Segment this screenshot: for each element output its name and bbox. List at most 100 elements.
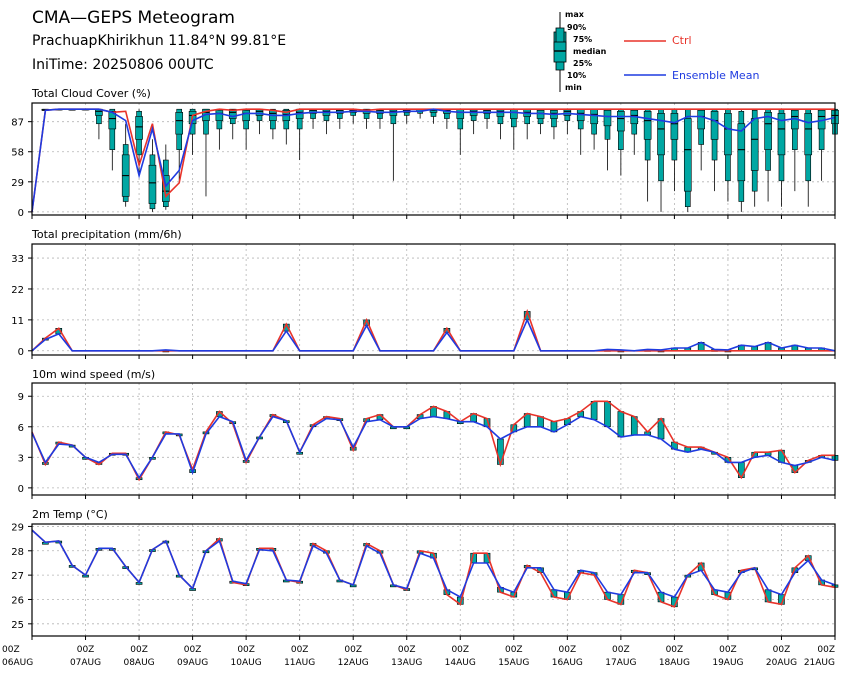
box-p25-p75: [710, 110, 719, 140]
y-tick-label: 58: [11, 148, 24, 159]
box-p25-p75: [162, 175, 170, 202]
x-axis-labels: 00Z 06AUG 00Z 07AUG 00Z 08AUG 00Z 09AUG 00Z 10AUG…: [2, 645, 835, 668]
panel-title: Total Cloud Cover (%): [31, 87, 151, 100]
x-tick-label: 17AUG: [605, 658, 636, 668]
panel-title: Total precipitation (mm/6h): [31, 228, 182, 241]
x-tick-label: 00Z: [505, 645, 523, 655]
y-tick-label: 0: [18, 484, 24, 495]
x-tick-label: 13AUG: [391, 658, 422, 668]
panel-frame: [31, 523, 836, 637]
legend-p10-label: 10%: [567, 71, 587, 80]
box-p25-p75: [804, 113, 813, 156]
panel-frame: [31, 102, 836, 216]
x-tick-label: 00Z: [344, 645, 362, 655]
panel-2: 10m wind speed (m/s) 0 3 6 9: [18, 368, 839, 499]
init-time-label: IniTime: 20250806 00UTC: [32, 57, 214, 73]
box-p25-p75: [135, 116, 143, 140]
line-legend-swatches: [624, 40, 666, 76]
box-spread: [590, 401, 598, 420]
x-tick-label: 00Z: [612, 645, 630, 655]
x-tick-label: 18AUG: [659, 658, 690, 668]
y-tick-label: 0: [18, 208, 24, 219]
meteogram-header: CMA—GEPS Meteogram PrachuapKhirikhun 11.…: [0, 0, 860, 100]
box-p25-p75: [242, 109, 250, 121]
y-tick-label: 27: [11, 571, 24, 582]
box-p25-p75: [456, 108, 465, 119]
x-tick-label: 09AUG: [177, 658, 208, 668]
y-tick-label: 87: [11, 118, 24, 129]
box-p25-p75: [603, 109, 612, 127]
panel-title: 2m Temp (°C): [32, 508, 108, 521]
y-tick-label: 6: [18, 423, 24, 434]
box-p25-p75: [724, 113, 732, 156]
box-p25-p75: [683, 118, 692, 192]
legend-min-label: min: [565, 83, 582, 92]
y-tick-label: 29: [11, 178, 24, 189]
panel-frame: [31, 382, 836, 496]
box-p25-p75: [617, 110, 625, 132]
box-p25-p75: [750, 118, 759, 171]
box-p25-p75: [643, 110, 652, 140]
x-tick-label: 20AUG: [766, 658, 797, 668]
x-tick-label: 00Z: [77, 645, 95, 655]
box-p25-p75: [697, 109, 705, 130]
box-p25-p75: [175, 112, 184, 135]
box-p25-p75: [536, 109, 545, 119]
y-tick-label: 25: [11, 620, 24, 631]
box-p25-p75: [108, 110, 117, 130]
legend-median-label: median: [573, 47, 607, 56]
y-tick-label: 33: [11, 254, 24, 265]
x-tick-label: 00Z: [237, 645, 255, 655]
x-tick-label: 21AUG: [804, 658, 835, 668]
box-p25-p75: [764, 112, 772, 150]
y-tick-label: 22: [11, 285, 24, 296]
panel-title: 10m wind speed (m/s): [32, 368, 155, 381]
box-spread: [617, 411, 625, 438]
legend-p90-label: 90%: [567, 23, 587, 32]
x-tick-label: 00Z: [817, 645, 835, 655]
x-tick-label: 00Z: [184, 645, 202, 655]
x-tick-label: 10AUG: [231, 658, 262, 668]
location-label: PrachuapKhirikhun 11.84°N 99.81°E: [32, 33, 287, 49]
x-tick-label: 00Z: [559, 645, 577, 655]
x-tick-label: 15AUG: [498, 658, 529, 668]
box-p25-p75: [670, 113, 679, 140]
x-tick-label: 00Z: [398, 645, 416, 655]
x-tick-label: 07AUG: [70, 658, 101, 668]
series-line-mean: [31, 108, 836, 213]
x-tick-label: 00Z: [291, 645, 309, 655]
legend-p75-label: 75%: [573, 35, 593, 44]
panel-3: 2m Temp (°C) 25 26 27 28 29: [11, 508, 839, 640]
y-tick-label: 3: [18, 453, 24, 464]
box-p25-p75: [657, 113, 665, 156]
series-line-mean: [31, 415, 836, 480]
x-tick-label: 19AUG: [712, 658, 743, 668]
x-tick-label: 16AUG: [552, 658, 583, 668]
box-p25-p75: [563, 108, 572, 116]
x-tick-label: 00Z: [130, 645, 148, 655]
series-line-ctrl: [31, 529, 836, 608]
panel-1: Total precipitation (mm/6h) 0 11 22 33: [11, 228, 836, 359]
box-p10-p90: [109, 108, 116, 150]
box-spread: [604, 401, 611, 428]
legend-max-label: max: [565, 10, 584, 19]
box-p25-p75: [228, 108, 237, 119]
x-tick-label: 12AUG: [338, 658, 369, 668]
y-tick-label: 29: [11, 522, 24, 533]
x-tick-label: 00Z: [2, 645, 20, 655]
box-p25-p75: [737, 123, 746, 182]
box-p25-p75: [777, 113, 786, 156]
panel-frame: [31, 243, 836, 356]
box-p25-p75: [215, 109, 224, 121]
x-tick-label: 14AUG: [445, 658, 476, 668]
box-p25-p75: [590, 108, 598, 125]
box-p25-p75: [509, 108, 518, 119]
legend-mean-label: Ensemble Mean: [672, 69, 760, 82]
x-tick-label: 00Z: [451, 645, 469, 655]
y-tick-label: 0: [18, 347, 24, 358]
series-line-mean: [31, 317, 836, 352]
box-p25-p75: [148, 164, 157, 204]
box-legend-glyph: [553, 12, 567, 92]
meteogram-title: CMA—GEPS Meteogram: [32, 8, 235, 28]
